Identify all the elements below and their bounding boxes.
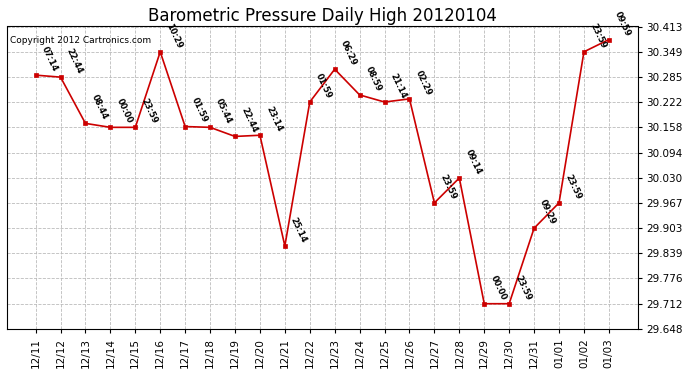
Text: Copyright 2012 Cartronics.com: Copyright 2012 Cartronics.com — [10, 36, 151, 45]
Text: 23:59: 23:59 — [513, 274, 533, 302]
Text: 02:29: 02:29 — [413, 69, 433, 97]
Text: 23:59: 23:59 — [588, 22, 607, 50]
Title: Barometric Pressure Daily High 20120104: Barometric Pressure Daily High 20120104 — [148, 7, 497, 25]
Text: 23:59: 23:59 — [139, 97, 159, 125]
Text: 05:44: 05:44 — [214, 97, 234, 125]
Text: 23:59: 23:59 — [439, 173, 458, 201]
Text: 00:00: 00:00 — [115, 98, 134, 125]
Text: 07:14: 07:14 — [40, 45, 59, 73]
Text: 00:00: 00:00 — [489, 274, 508, 302]
Text: 21:14: 21:14 — [388, 72, 408, 100]
Text: 22:44: 22:44 — [65, 47, 84, 75]
Text: 25:14: 25:14 — [289, 216, 308, 244]
Text: 09:59: 09:59 — [613, 10, 633, 38]
Text: 01:59: 01:59 — [314, 72, 333, 100]
Text: 08:44: 08:44 — [90, 93, 109, 121]
Text: 22:44: 22:44 — [239, 106, 259, 134]
Text: 10:29: 10:29 — [164, 22, 184, 50]
Text: 23:59: 23:59 — [563, 173, 582, 201]
Text: 06:29: 06:29 — [339, 39, 358, 67]
Text: 09:29: 09:29 — [538, 198, 558, 226]
Text: 09:14: 09:14 — [464, 148, 483, 176]
Text: 08:59: 08:59 — [364, 65, 383, 93]
Text: 01:59: 01:59 — [189, 96, 209, 124]
Text: 23:14: 23:14 — [264, 105, 284, 133]
